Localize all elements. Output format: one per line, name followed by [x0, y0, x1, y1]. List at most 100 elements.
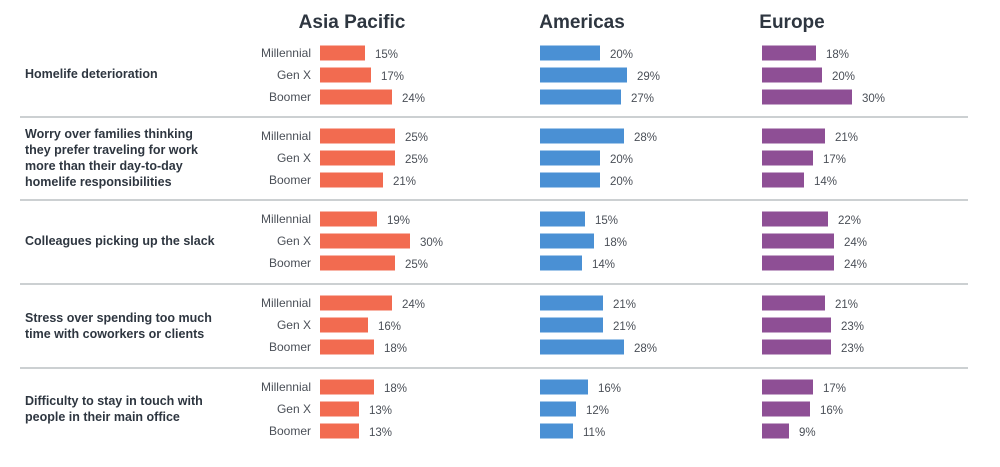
region-title-americas: Americas [539, 12, 625, 33]
category-label-line: more than their day-to-day [25, 159, 183, 173]
value-label-europe-boomer: 24% [844, 259, 867, 271]
value-label-europe-boomer: 9% [799, 427, 816, 439]
value-label-europe-gen-x: 20% [832, 71, 855, 83]
value-label-americas-millennial: 21% [613, 299, 636, 311]
bar-asia-pacific-millennial [320, 295, 392, 311]
bar-americas-millennial [540, 211, 585, 227]
bar-asia-pacific-gen-x [320, 317, 368, 333]
bar-americas-millennial [540, 128, 624, 144]
bar-asia-pacific-boomer [320, 172, 383, 188]
value-label-americas-gen-x: 12% [586, 405, 609, 417]
value-label-asia-pacific-millennial: 15% [375, 49, 398, 61]
value-label-americas-gen-x: 20% [610, 154, 633, 166]
bar-asia-pacific-millennial [320, 379, 374, 395]
category-label-line: people in their main office [25, 410, 180, 424]
bar-europe-millennial [762, 45, 816, 61]
value-label-americas-boomer: 20% [610, 176, 633, 188]
value-label-europe-gen-x: 17% [823, 154, 846, 166]
generation-label-gen-x: Gen X [277, 234, 311, 248]
value-label-europe-gen-x: 23% [841, 321, 864, 333]
bar-americas-gen-x [540, 150, 600, 166]
value-label-asia-pacific-millennial: 18% [384, 383, 407, 395]
value-label-asia-pacific-boomer: 21% [393, 176, 416, 188]
value-label-asia-pacific-boomer: 25% [405, 259, 428, 271]
category-label-line: Colleagues picking up the slack [25, 234, 215, 248]
generation-label-millennial: Millennial [261, 296, 311, 310]
bar-asia-pacific-millennial [320, 45, 365, 61]
generation-label-boomer: Boomer [269, 340, 311, 354]
bar-europe-millennial [762, 128, 825, 144]
bar-americas-boomer [540, 172, 600, 188]
bar-americas-gen-x [540, 67, 627, 83]
value-label-americas-boomer: 14% [592, 259, 615, 271]
bar-americas-gen-x [540, 401, 576, 417]
generation-label-gen-x: Gen X [277, 318, 311, 332]
bar-asia-pacific-gen-x [320, 150, 395, 166]
category-label-line: Worry over families thinking [25, 127, 193, 141]
value-label-asia-pacific-boomer: 18% [384, 343, 407, 355]
category-label-2: Worry over families thinking they prefer … [25, 127, 198, 189]
value-label-europe-boomer: 14% [814, 176, 837, 188]
region-title-europe: Europe [759, 12, 824, 33]
value-label-asia-pacific-gen-x: 17% [381, 71, 404, 83]
bar-asia-pacific-gen-x [320, 233, 410, 249]
bar-americas-gen-x [540, 317, 603, 333]
value-label-americas-gen-x: 18% [604, 237, 627, 249]
category-label-line: Stress over spending too much [25, 311, 212, 325]
bar-europe-boomer [762, 339, 831, 355]
bar-europe-millennial [762, 379, 813, 395]
bar-americas-boomer [540, 423, 573, 439]
bar-asia-pacific-boomer [320, 255, 395, 271]
bar-europe-gen-x [762, 233, 834, 249]
value-label-asia-pacific-millennial: 25% [405, 132, 428, 144]
generation-label-boomer: Boomer [269, 173, 311, 187]
bar-asia-pacific-boomer [320, 339, 374, 355]
bar-asia-pacific-millennial [320, 211, 377, 227]
value-label-americas-millennial: 28% [634, 132, 657, 144]
bar-asia-pacific-gen-x [320, 401, 359, 417]
value-label-americas-millennial: 20% [610, 49, 633, 61]
bar-europe-gen-x [762, 67, 822, 83]
category-label-4: Stress over spending too much time with c… [25, 311, 212, 341]
value-label-europe-boomer: 30% [862, 93, 885, 105]
bar-americas-boomer [540, 339, 624, 355]
value-label-europe-gen-x: 24% [844, 237, 867, 249]
value-label-asia-pacific-boomer: 13% [369, 427, 392, 439]
generation-label-gen-x: Gen X [277, 68, 311, 82]
generation-label-millennial: Millennial [261, 212, 311, 226]
value-label-americas-boomer: 28% [634, 343, 657, 355]
value-label-europe-millennial: 22% [838, 215, 861, 227]
generation-label-millennial: Millennial [261, 380, 311, 394]
bar-americas-boomer [540, 255, 582, 271]
bar-americas-millennial [540, 379, 588, 395]
category-label-3: Colleagues picking up the slack [25, 234, 215, 248]
value-label-asia-pacific-millennial: 24% [402, 299, 425, 311]
bar-americas-gen-x [540, 233, 594, 249]
value-label-asia-pacific-gen-x: 13% [369, 405, 392, 417]
category-label-1: Homelife deterioration [25, 67, 158, 81]
generation-label-millennial: Millennial [261, 129, 311, 143]
value-label-europe-millennial: 17% [823, 383, 846, 395]
value-label-europe-millennial: 21% [835, 132, 858, 144]
category-label-line: they prefer traveling for work [25, 143, 198, 157]
bar-asia-pacific-boomer [320, 89, 392, 105]
value-label-americas-boomer: 11% [583, 427, 605, 439]
value-label-europe-gen-x: 16% [820, 405, 843, 417]
generation-label-boomer: Boomer [269, 424, 311, 438]
value-label-europe-millennial: 21% [835, 299, 858, 311]
value-label-asia-pacific-gen-x: 25% [405, 154, 428, 166]
generation-label-millennial: Millennial [261, 46, 311, 60]
bar-europe-gen-x [762, 401, 810, 417]
value-label-asia-pacific-millennial: 19% [387, 215, 410, 227]
generation-label-boomer: Boomer [269, 256, 311, 270]
bar-europe-millennial [762, 295, 825, 311]
bar-europe-boomer [762, 172, 804, 188]
bar-americas-millennial [540, 295, 603, 311]
value-label-asia-pacific-gen-x: 30% [420, 237, 443, 249]
category-label-line: Homelife deterioration [25, 67, 158, 81]
bar-europe-gen-x [762, 150, 813, 166]
value-label-europe-millennial: 18% [826, 49, 849, 61]
value-label-americas-boomer: 27% [631, 93, 654, 105]
region-title-asia-pacific: Asia Pacific [299, 12, 406, 33]
